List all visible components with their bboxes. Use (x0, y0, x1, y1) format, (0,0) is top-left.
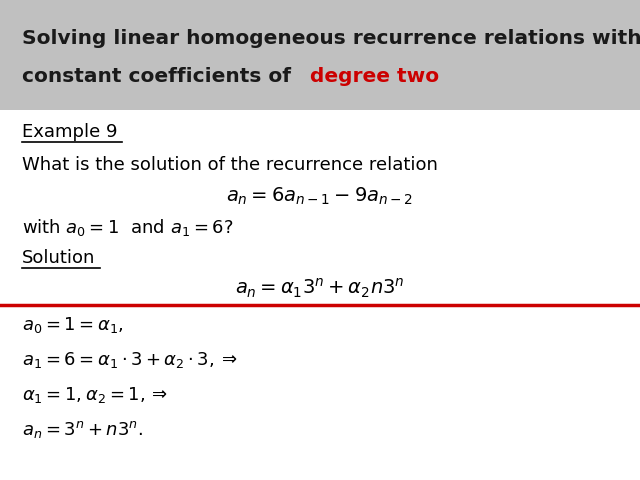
Text: constant coefficients of: constant coefficients of (22, 67, 298, 85)
FancyBboxPatch shape (0, 0, 640, 110)
Text: with $a_0 = 1$  and $a_1 = 6$?: with $a_0 = 1$ and $a_1 = 6$? (22, 216, 234, 238)
Text: $\alpha_1 = 1, \alpha_2 = 1, \Rightarrow$: $\alpha_1 = 1, \alpha_2 = 1, \Rightarrow… (22, 385, 168, 405)
Text: degree two: degree two (310, 67, 439, 85)
Text: Solving linear homogeneous recurrence relations with: Solving linear homogeneous recurrence re… (22, 28, 640, 48)
Text: Example 9: Example 9 (22, 123, 118, 141)
Text: Solution: Solution (22, 249, 95, 267)
Text: $a_n = \alpha_1 3^n + \alpha_2 n 3^n$: $a_n = \alpha_1 3^n + \alpha_2 n 3^n$ (235, 276, 405, 300)
Text: $a_n = 6a_{n-1} - 9a_{n-2}$: $a_n = 6a_{n-1} - 9a_{n-2}$ (227, 185, 413, 207)
Text: What is the solution of the recurrence relation: What is the solution of the recurrence r… (22, 156, 438, 174)
Text: $a_n = 3^n + n3^n.$: $a_n = 3^n + n3^n.$ (22, 420, 143, 441)
Text: $a_1 = 6 = \alpha_1 \cdot 3 + \alpha_2 \cdot 3, \Rightarrow$: $a_1 = 6 = \alpha_1 \cdot 3 + \alpha_2 \… (22, 350, 237, 370)
FancyBboxPatch shape (0, 110, 640, 480)
Text: $a_0 = 1 = \alpha_1,$: $a_0 = 1 = \alpha_1,$ (22, 315, 124, 335)
